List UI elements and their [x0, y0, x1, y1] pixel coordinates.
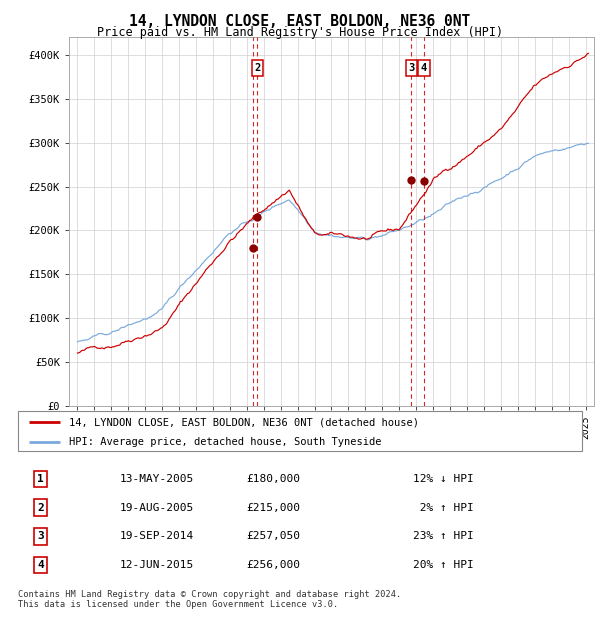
Text: 19-AUG-2005: 19-AUG-2005 — [119, 503, 194, 513]
Text: 3: 3 — [37, 531, 44, 541]
Text: Contains HM Land Registry data © Crown copyright and database right 2024.: Contains HM Land Registry data © Crown c… — [18, 590, 401, 600]
Text: 2% ↑ HPI: 2% ↑ HPI — [413, 503, 473, 513]
Text: 20% ↑ HPI: 20% ↑ HPI — [413, 560, 473, 570]
Text: HPI: Average price, detached house, South Tyneside: HPI: Average price, detached house, Sout… — [69, 438, 381, 448]
Text: 2: 2 — [254, 63, 260, 73]
Text: 12-JUN-2015: 12-JUN-2015 — [119, 560, 194, 570]
Text: £180,000: £180,000 — [246, 474, 300, 484]
Text: 4: 4 — [421, 63, 427, 73]
Text: 19-SEP-2014: 19-SEP-2014 — [119, 531, 194, 541]
Text: 3: 3 — [408, 63, 415, 73]
Text: This data is licensed under the Open Government Licence v3.0.: This data is licensed under the Open Gov… — [18, 600, 338, 609]
Text: 12% ↓ HPI: 12% ↓ HPI — [413, 474, 473, 484]
Text: 1: 1 — [37, 474, 44, 484]
Text: 2: 2 — [37, 503, 44, 513]
FancyBboxPatch shape — [18, 411, 582, 451]
Text: £256,000: £256,000 — [246, 560, 300, 570]
Text: £215,000: £215,000 — [246, 503, 300, 513]
Text: 4: 4 — [37, 560, 44, 570]
Text: 14, LYNDON CLOSE, EAST BOLDON, NE36 0NT (detached house): 14, LYNDON CLOSE, EAST BOLDON, NE36 0NT … — [69, 417, 419, 427]
Text: Price paid vs. HM Land Registry's House Price Index (HPI): Price paid vs. HM Land Registry's House … — [97, 26, 503, 39]
Text: £257,050: £257,050 — [246, 531, 300, 541]
Text: 13-MAY-2005: 13-MAY-2005 — [119, 474, 194, 484]
Text: 23% ↑ HPI: 23% ↑ HPI — [413, 531, 473, 541]
Text: 14, LYNDON CLOSE, EAST BOLDON, NE36 0NT: 14, LYNDON CLOSE, EAST BOLDON, NE36 0NT — [130, 14, 470, 29]
